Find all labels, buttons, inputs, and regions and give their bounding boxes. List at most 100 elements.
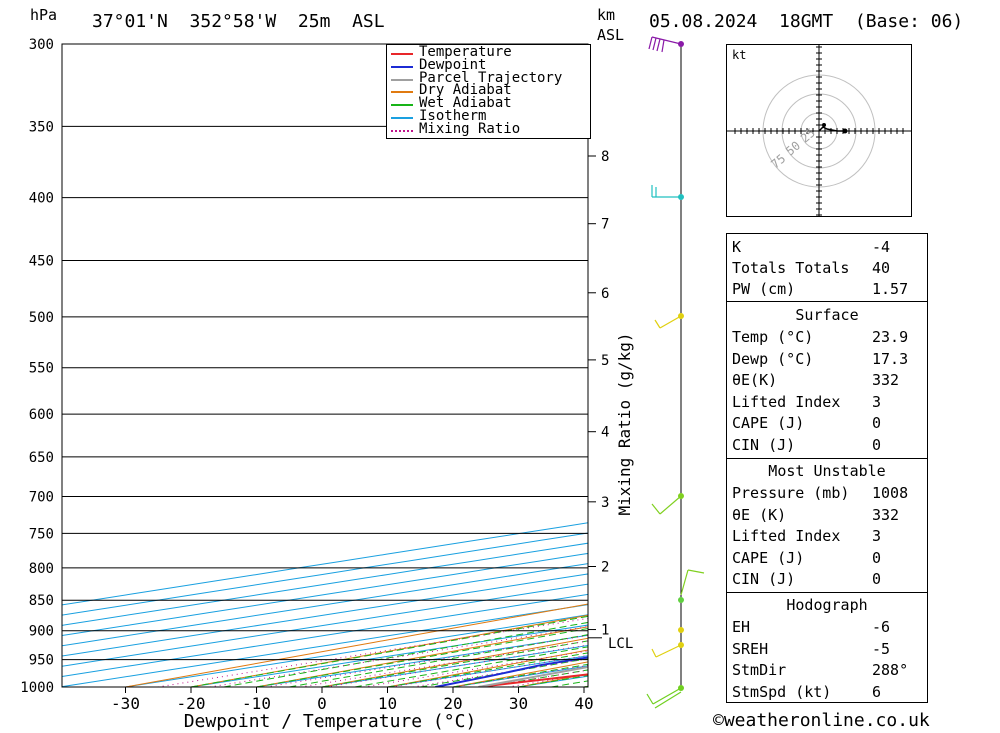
hodograph-stat-label: StmDir (732, 661, 787, 680)
surface-value: 3 (872, 392, 882, 411)
totals-row: Totals Totals 40 (732, 258, 922, 279)
pressure-tick-label: 1000 (20, 680, 54, 696)
totals-label: Totals Totals (732, 259, 850, 277)
x-tick-label: -20 (177, 694, 206, 713)
pressure-tick-label: 800 (29, 561, 54, 577)
wind-barb-icon (654, 315, 682, 329)
surface-label: θE(K) (732, 371, 778, 390)
hodograph-ring-label: 75 (768, 151, 788, 171)
hodograph-panel: 25 50 75 kt (726, 44, 912, 217)
legend-label: Temperature (419, 44, 512, 60)
hodograph-stat-value: 6 (872, 682, 882, 701)
k-label: K (732, 238, 742, 256)
legend-item: Mixing Ratio (387, 120, 587, 137)
most-unstable-value: 0 (872, 548, 882, 567)
most-unstable-row: CIN (J) 0 (732, 569, 922, 590)
legend-box: Temperature Dewpoint Parcel Trajectory Dry … (386, 44, 591, 139)
hodograph-stat-row: StmDir 288° (732, 660, 922, 681)
pressure-unit-label: hPa (30, 6, 58, 24)
legend-swatch (391, 117, 413, 119)
pressure-tick-label: 850 (29, 593, 54, 609)
most-unstable-label: θE (K) (732, 505, 787, 524)
hodograph-stat-row: EH -6 (732, 617, 922, 638)
surface-row: θE(K) 332 (732, 370, 922, 391)
background-lines (62, 522, 588, 687)
x-tick-label: 20 (443, 694, 462, 713)
legend-item: Dewpoint (387, 56, 587, 73)
km-tick-label: 4 (601, 425, 609, 441)
legend-label: Dewpoint (419, 56, 487, 73)
pressure-tick-label: 550 (29, 361, 54, 377)
surface-label: Lifted Index (732, 392, 841, 411)
asl-label: ASL (597, 26, 625, 44)
surface-value: 0 (872, 436, 882, 454)
hodograph-stats-title: Hodograph (786, 596, 868, 614)
isotherm-line (62, 604, 588, 687)
legend-item: Wet Adiabat (387, 96, 587, 111)
wind-barb-icon (648, 36, 682, 53)
most-unstable-label: CAPE (J) (732, 548, 805, 567)
wind-level-dot (678, 627, 684, 633)
surface-row: CAPE (J) 0 (732, 413, 922, 434)
legend-label: Isotherm (419, 108, 487, 124)
wind-barb-icon (646, 687, 682, 709)
surface-value: 0 (872, 414, 882, 433)
mixing-ratio-axis-title: Mixing Ratio (g/kg) (615, 332, 634, 515)
km-tick-label: 1 (601, 623, 609, 639)
most-unstable-row: CAPE (J) 0 (732, 548, 922, 569)
wet-adiabat-line (190, 615, 588, 687)
pw-row: PW (cm) 1.57 (732, 279, 922, 300)
location-title: 37°01'N 352°58'W 25m ASL (92, 11, 385, 32)
km-tick-label: 6 (601, 286, 609, 302)
pressure-tick-label: 300 (29, 37, 54, 53)
wind-level-dot (678, 597, 684, 603)
axes: 3003504004505005506006507007508008509009… (20, 37, 634, 732)
surface-row: Temp (°C) 23.9 (732, 327, 922, 348)
hodograph-stat-label: StmSpd (kt) (732, 682, 832, 701)
plot-frame (61, 43, 589, 688)
legend-label: Mixing Ratio (419, 120, 521, 137)
km-tick-label: 2 (601, 559, 609, 575)
pressure-tick-label: 900 (29, 624, 54, 640)
most-unstable-row: Pressure (mb) 1008 (732, 483, 922, 504)
pressure-tick-label: 350 (29, 119, 54, 135)
most-unstable-value: 1008 (872, 484, 909, 502)
x-tick-label: 30 (509, 694, 528, 713)
surface-row: CIN (J) 0 (732, 435, 922, 456)
x-tick-label: 40 (574, 694, 593, 713)
x-tick-label: -10 (242, 694, 271, 713)
legend-swatch (391, 53, 413, 55)
surface-value: 17.3 (872, 349, 909, 368)
hodograph-stat-label: EH (732, 618, 751, 636)
surface-title: Surface (795, 306, 859, 324)
legend-item: Temperature (387, 44, 587, 60)
dry-adiabat-line (125, 603, 588, 687)
isotherm-line (62, 593, 588, 677)
pressure-tick-label: 600 (29, 407, 54, 423)
pressure-tick-label: 500 (29, 310, 54, 326)
lcl-label: LCL (608, 636, 633, 652)
isotherm-line (62, 573, 588, 657)
isotherm-line (125, 614, 588, 687)
x-tick-label: 10 (378, 694, 397, 713)
km-tick-label: 3 (601, 495, 609, 511)
surface-label: CAPE (J) (732, 414, 805, 433)
legend-swatch (391, 104, 413, 107)
hodograph-end-dot (842, 128, 848, 134)
hodograph-stat-value: -6 (872, 618, 891, 636)
legend-swatch (391, 91, 413, 94)
pressure-tick-label: 750 (29, 526, 54, 542)
totals-value: 40 (872, 259, 891, 277)
km-label: km (597, 6, 616, 24)
pressure-tick-label: 650 (29, 450, 54, 466)
wind-barb-icon (651, 185, 681, 198)
date-title: 05.08.2024 18GMT (Base: 06) (649, 11, 964, 32)
hodograph-unit-label: kt (732, 48, 746, 62)
wind-barbs (646, 36, 705, 709)
hodograph-stat-value: -5 (872, 639, 891, 658)
most-unstable-row: θE (K) 332 (732, 505, 922, 526)
legend-label: Parcel Trajectory (419, 69, 563, 86)
indices-panel: K -4 Totals Totals 40 PW (cm) 1.57 Surfa… (726, 233, 928, 703)
pressure-tick-label: 700 (29, 490, 54, 506)
